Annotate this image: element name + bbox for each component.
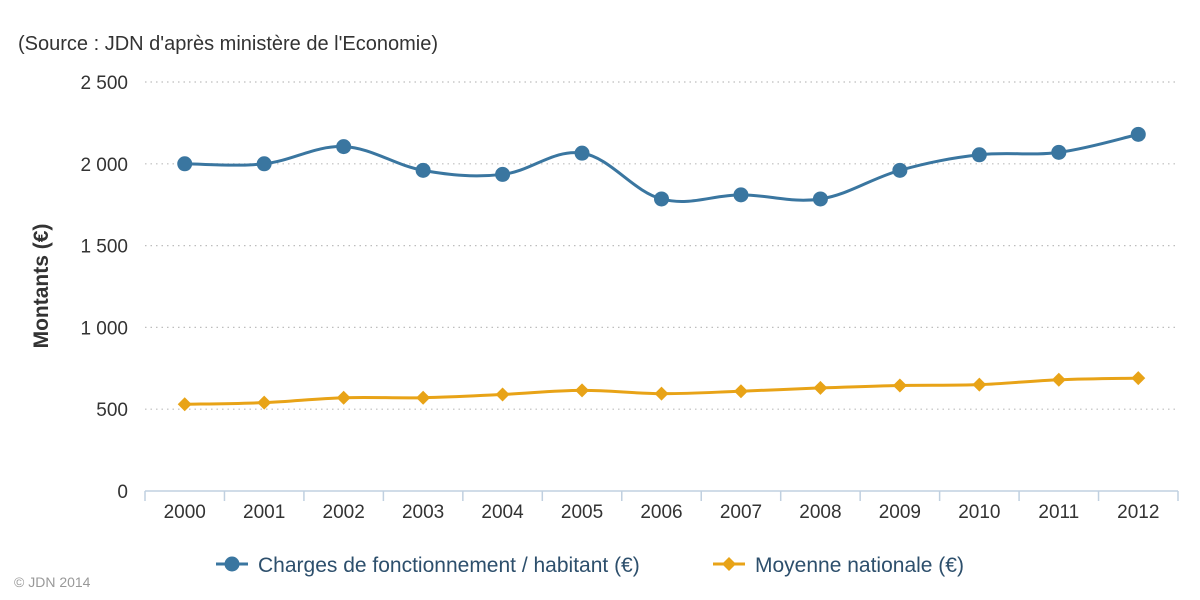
x-tick-label: 2010 [958, 502, 1000, 523]
x-tick-label: 2006 [640, 502, 682, 523]
x-tick-label: 2012 [1117, 502, 1159, 523]
data-point[interactable] [1131, 371, 1146, 386]
x-tick-label: 2007 [720, 502, 762, 523]
y-tick-label: 2 000 [80, 155, 128, 176]
y-tick-label: 0 [117, 482, 128, 503]
data-point[interactable] [812, 191, 828, 207]
data-point[interactable] [892, 378, 907, 393]
x-tick-label: 2001 [243, 502, 285, 523]
x-axis-ticks: 2000 2001 2002 2003 2004 2005 2006 2007 2008 2009… [144, 491, 1179, 523]
data-point[interactable] [733, 384, 748, 399]
x-tick-label: 2009 [879, 502, 921, 523]
legend-label: Moyenne nationale (€) [755, 554, 964, 577]
y-tick-label: 1 500 [80, 237, 128, 258]
x-tick-label: 2003 [402, 502, 444, 523]
series-1 [177, 126, 1146, 207]
data-point[interactable] [654, 386, 669, 401]
legend[interactable]: Charges de fonctionnement / habitant (€)… [216, 554, 964, 577]
legend-marker [722, 557, 736, 571]
x-tick-label: 2011 [1038, 502, 1079, 523]
y-axis-ticks: 0 500 1 000 1 500 2 000 2 500 [80, 73, 128, 503]
series-line [184, 132, 1139, 203]
data-point[interactable] [177, 156, 193, 172]
data-point[interactable] [257, 395, 272, 410]
data-point[interactable] [1051, 372, 1066, 387]
series-group [177, 126, 1146, 412]
data-point[interactable] [256, 156, 272, 172]
data-point[interactable] [336, 139, 352, 155]
data-point[interactable] [495, 166, 511, 182]
data-point[interactable] [574, 145, 590, 161]
data-point[interactable] [416, 390, 431, 405]
source-note: (Source : JDN d'après ministère de l'Eco… [18, 33, 438, 55]
data-point[interactable] [177, 397, 192, 412]
x-tick-label: 2008 [799, 502, 841, 523]
y-tick-label: 2 500 [80, 73, 128, 94]
data-point[interactable] [1130, 126, 1146, 142]
y-axis-label: Montants (€) [30, 224, 53, 349]
series-2 [177, 371, 1146, 412]
data-point[interactable] [1051, 144, 1067, 160]
y-tick-label: 500 [96, 400, 128, 421]
legend-item-1[interactable]: Charges de fonctionnement / habitant (€) [216, 554, 640, 577]
x-tick-label: 2004 [481, 502, 524, 523]
data-point[interactable] [575, 383, 590, 398]
data-point[interactable] [336, 390, 351, 405]
data-point[interactable] [972, 377, 987, 392]
x-tick-label: 2000 [164, 502, 206, 523]
data-point[interactable] [415, 162, 431, 178]
data-point[interactable] [495, 387, 510, 402]
x-tick-label: 2005 [561, 502, 603, 523]
legend-marker [224, 556, 240, 572]
y-tick-label: 1 000 [80, 318, 128, 339]
data-point[interactable] [971, 147, 987, 163]
data-point[interactable] [654, 191, 669, 207]
data-point[interactable] [892, 162, 908, 178]
grid-lines [145, 81, 1178, 410]
data-point[interactable] [733, 187, 749, 203]
copyright-credit: © JDN 2014 [14, 574, 91, 590]
data-point[interactable] [813, 380, 828, 395]
legend-item-2[interactable]: Moyenne nationale (€) [713, 554, 964, 577]
x-tick-label: 2002 [323, 502, 365, 523]
legend-label: Charges de fonctionnement / habitant (€) [258, 554, 640, 577]
